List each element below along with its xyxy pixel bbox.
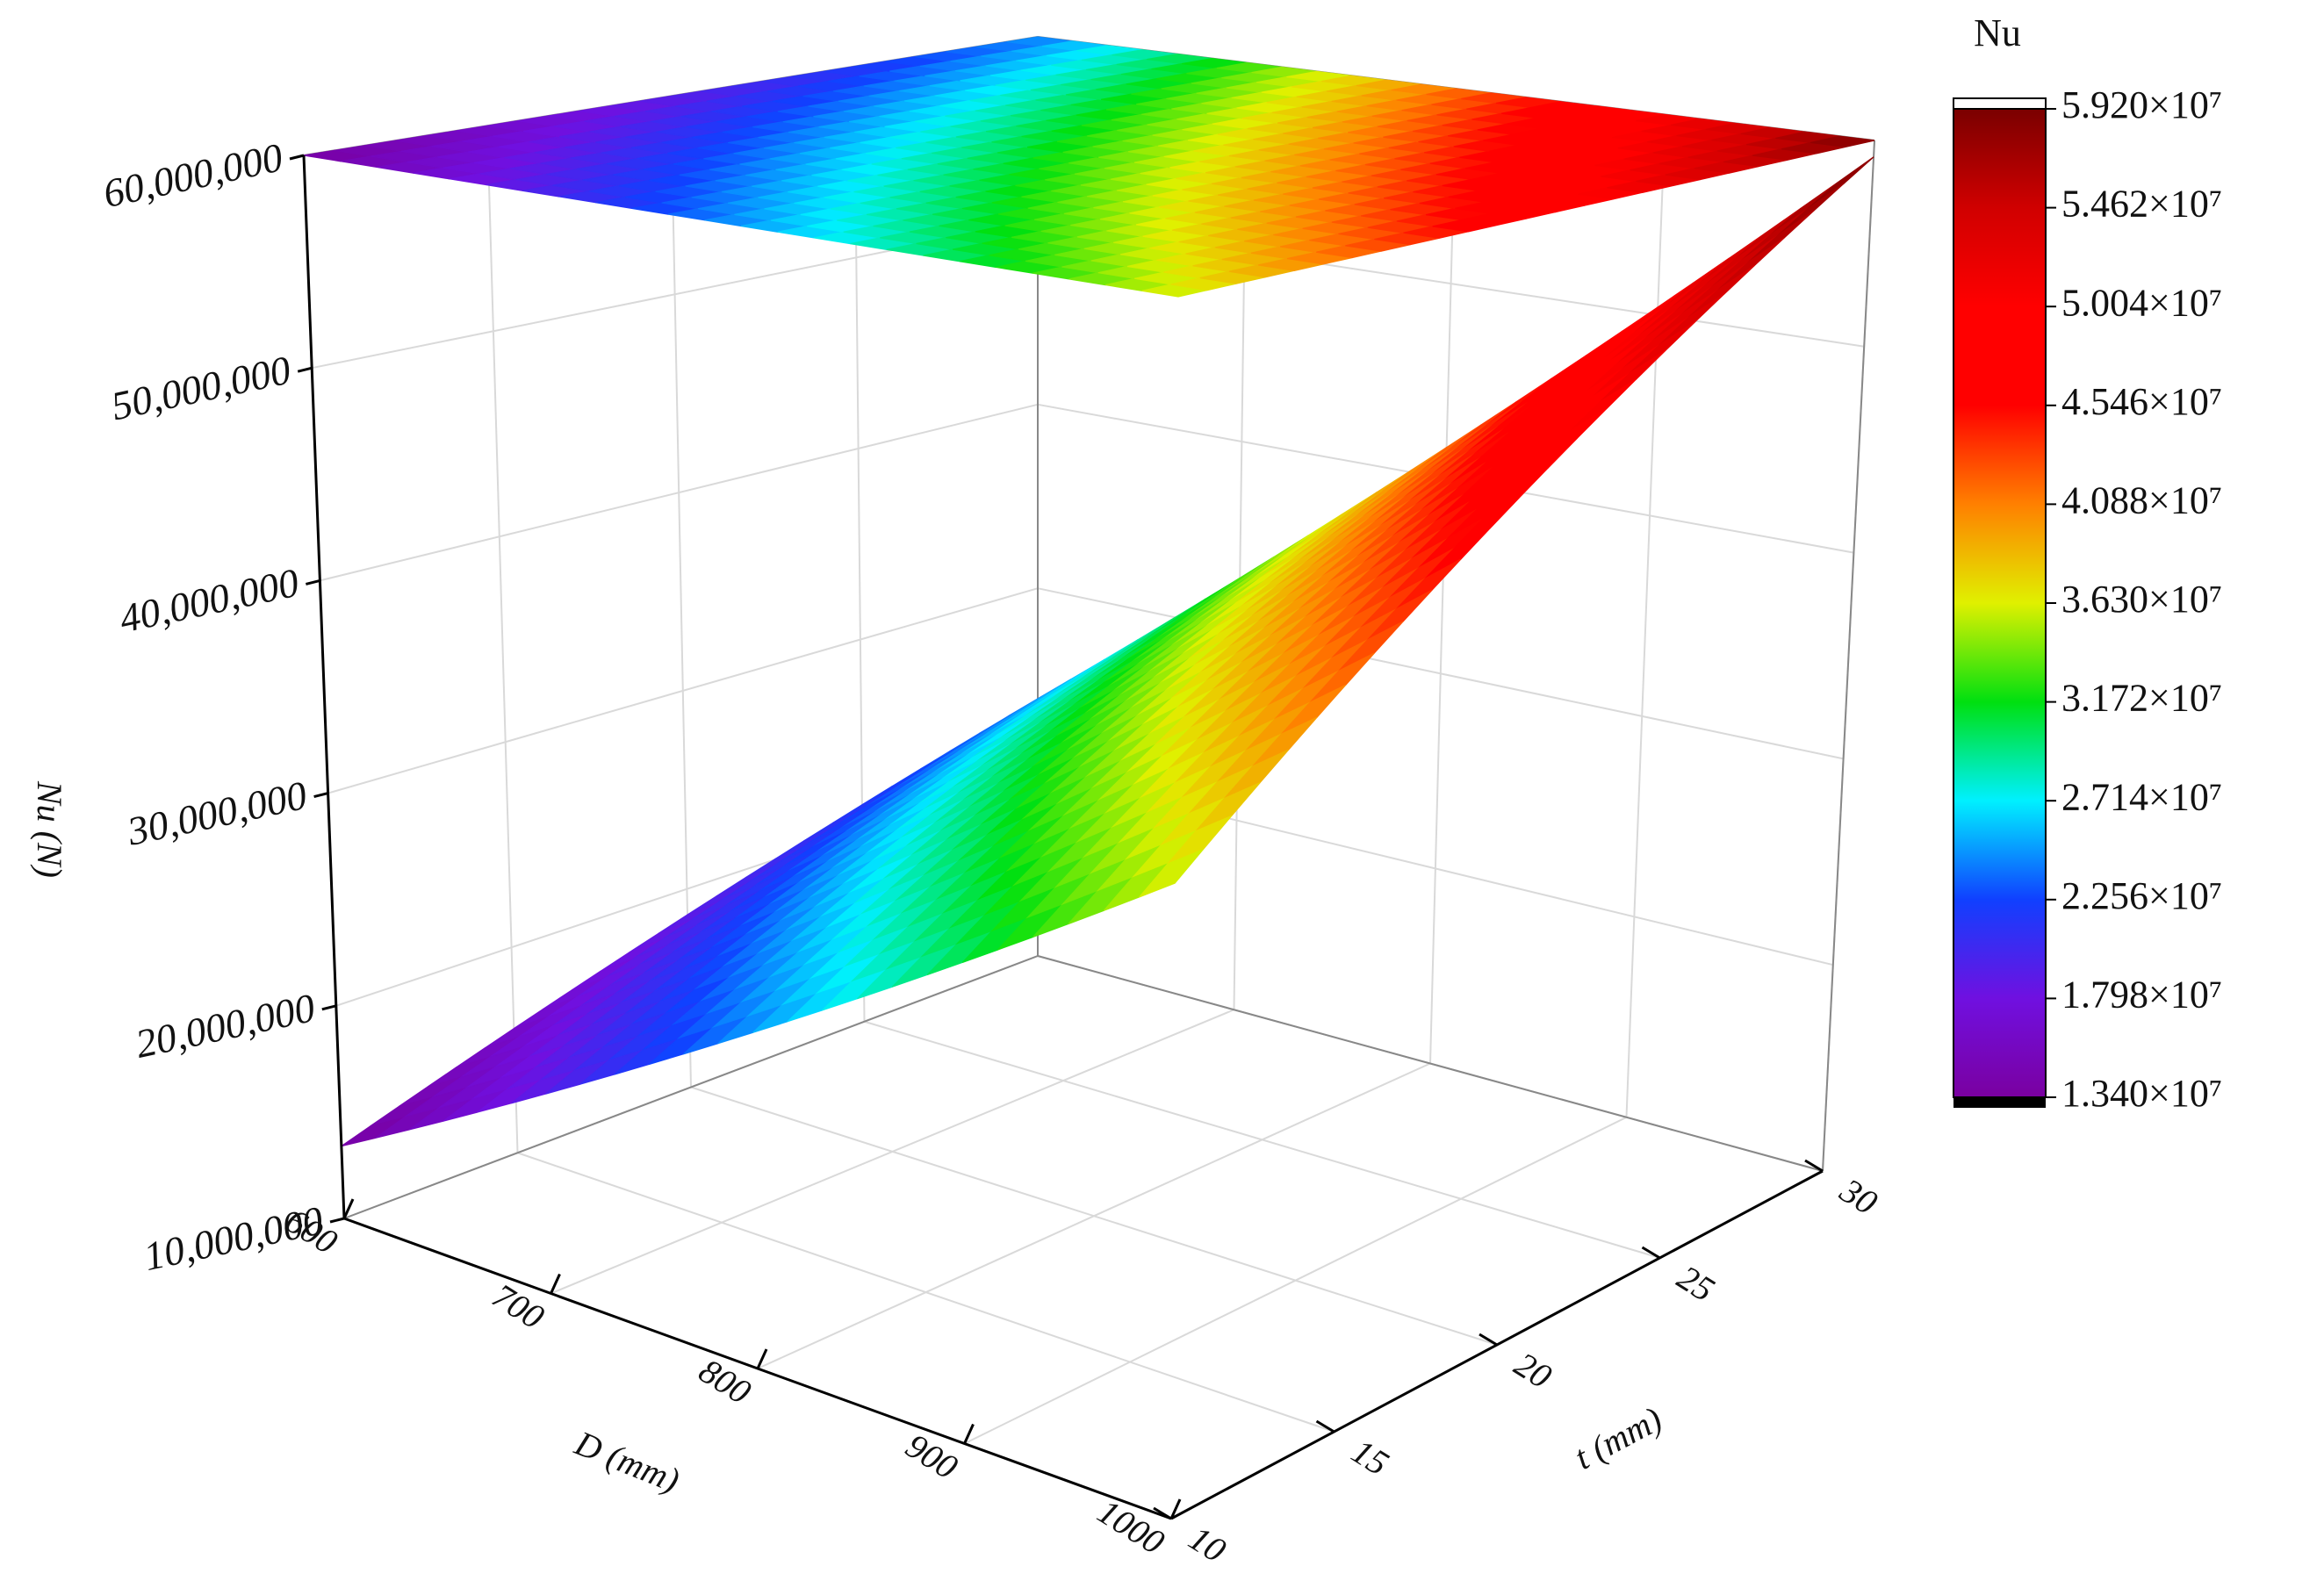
grid-line	[1625, 114, 1666, 1117]
y-tick	[1804, 1159, 1824, 1173]
grid-line	[1037, 587, 1844, 760]
colorbar-tick-label: 5.004×10⁷	[2061, 281, 2222, 324]
surface-cell	[1747, 210, 1815, 263]
colorbar-tick-label: 1.798×10⁷	[2061, 973, 2222, 1016]
z-tick	[329, 1217, 345, 1224]
z-tick-label: 40,000,000	[116, 560, 303, 642]
x-tick	[756, 1348, 768, 1369]
z-tick	[313, 792, 328, 799]
y-tick	[1479, 1333, 1498, 1347]
z-tick	[306, 578, 320, 586]
surface-cell	[1741, 208, 1809, 261]
y-tick-label: 25	[1671, 1257, 1722, 1309]
y-tick	[1153, 1506, 1172, 1520]
z-tick-label: 30,000,000	[123, 772, 311, 854]
x-tick-label: 1000	[1091, 1491, 1172, 1563]
surface	[303, 36, 1875, 1147]
colorbar-tick-label: 2.714×10⁷	[2061, 775, 2222, 818]
x-tick	[963, 1423, 975, 1445]
top-projection-cell	[1810, 135, 1875, 148]
colorbar-tick-label: 2.256×10⁷	[2061, 874, 2222, 917]
grid-line	[486, 126, 519, 1153]
surface-cell	[1807, 156, 1874, 210]
x-tick	[342, 1198, 355, 1219]
colorbar-tick-label: 5.462×10⁷	[2061, 183, 2222, 226]
colorbar-tick-label: 4.088×10⁷	[2061, 478, 2222, 521]
colorbar-tick-label: 5.920×10⁷	[2061, 83, 2222, 126]
z-tick	[297, 366, 313, 373]
colorbar-tick-label: 1.340×10⁷	[2061, 1072, 2222, 1115]
z-tick	[321, 1004, 337, 1011]
colorbar	[1953, 108, 2047, 1098]
x-tick-label: 900	[899, 1426, 965, 1487]
colorbar-tick-label: 4.546×10⁷	[2061, 380, 2222, 423]
x-tick	[1169, 1498, 1182, 1520]
grid-line	[864, 1020, 1660, 1259]
x-tick-label: 700	[486, 1275, 551, 1337]
z-axis-title: Nu (N)	[30, 780, 69, 878]
colorbar-title: Nu	[1974, 11, 2021, 54]
y-tick-label: 30	[1833, 1170, 1885, 1223]
grid-line	[327, 587, 1039, 794]
z-axis-line	[302, 154, 346, 1219]
z-tick-label: 50,000,000	[107, 347, 294, 428]
surface-cell	[1777, 183, 1845, 236]
y-tick-label: 20	[1507, 1344, 1558, 1396]
colorbar-cap	[1953, 97, 2047, 110]
colorbar-tick-label: 3.630×10⁷	[2061, 578, 2222, 621]
surface-cell	[1711, 234, 1779, 288]
surface-cell	[1139, 849, 1204, 898]
grid-line	[320, 403, 1039, 582]
z-tick-label: 20,000,000	[132, 985, 319, 1067]
z-tick	[289, 154, 305, 161]
y-axis-title: t (mm)	[1568, 1399, 1668, 1477]
y-tick-label: 15	[1345, 1431, 1396, 1483]
box-edge	[1822, 140, 1875, 1172]
box-edge	[1037, 955, 1824, 1172]
grid-line	[517, 1152, 1335, 1433]
box-edge	[343, 955, 1039, 1219]
y-tick-label: 10	[1182, 1518, 1233, 1570]
z-tick-label: 60,000,000	[99, 134, 286, 216]
x-axis-title: D (mm)	[569, 1423, 685, 1500]
x-tick-label: 800	[692, 1350, 758, 1412]
colorbar-cap	[1953, 1097, 2046, 1108]
grid-line	[690, 1086, 1498, 1346]
colorbar-tick-label: 3.172×10⁷	[2061, 677, 2222, 720]
y-tick	[1315, 1419, 1335, 1433]
x-tick	[550, 1273, 561, 1295]
surface-cell	[1771, 182, 1838, 235]
y-tick	[1641, 1246, 1661, 1260]
